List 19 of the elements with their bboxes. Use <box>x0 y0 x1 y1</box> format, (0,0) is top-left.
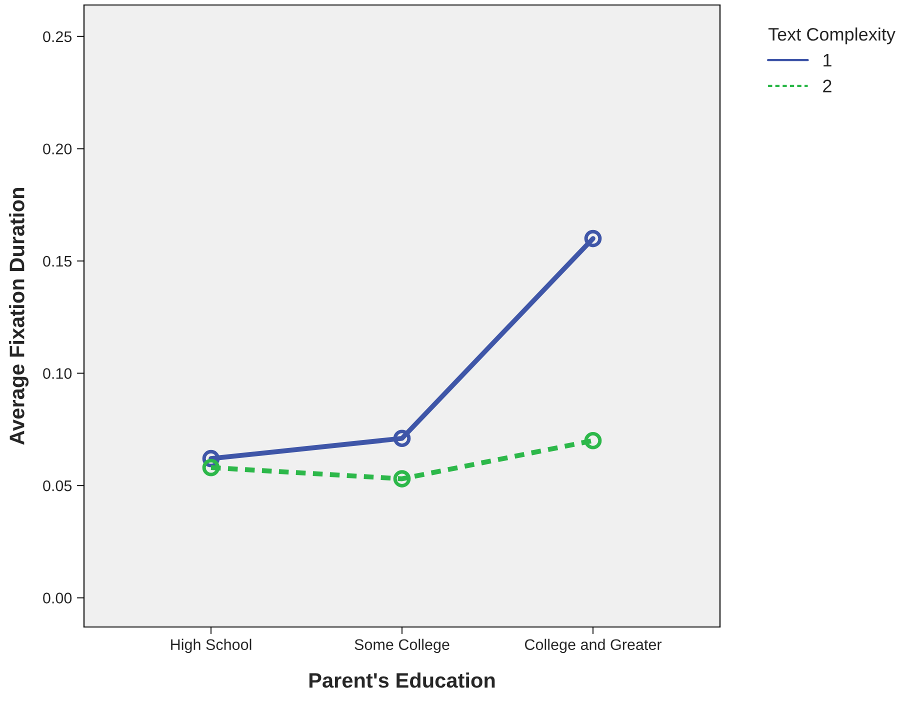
point <box>393 430 411 448</box>
legend-title: Text Complexity <box>768 27 896 44</box>
x-tick-label: Some College <box>354 638 450 654</box>
x-tick-label: College and Greater <box>524 638 662 654</box>
y-tick-label: 0.05 <box>43 480 72 492</box>
y-tick-label: 0.20 <box>43 144 72 154</box>
y-tick-label: 0.10 <box>43 368 72 379</box>
point <box>393 470 411 488</box>
y-axis-title: Average Fixation Duration <box>9 188 29 445</box>
legend-label: 2 <box>823 80 832 92</box>
point <box>584 230 602 248</box>
y-tick-label: 0.25 <box>43 31 72 42</box>
y-tick-label: 0.15 <box>43 256 72 267</box>
legend-label: 1 <box>824 54 832 66</box>
point <box>202 458 220 476</box>
y-tick-label: 0.00 <box>43 592 72 604</box>
x-tick-label: High School <box>171 638 252 654</box>
point <box>584 432 602 450</box>
x-axis-title: Parent's Education <box>309 672 495 688</box>
